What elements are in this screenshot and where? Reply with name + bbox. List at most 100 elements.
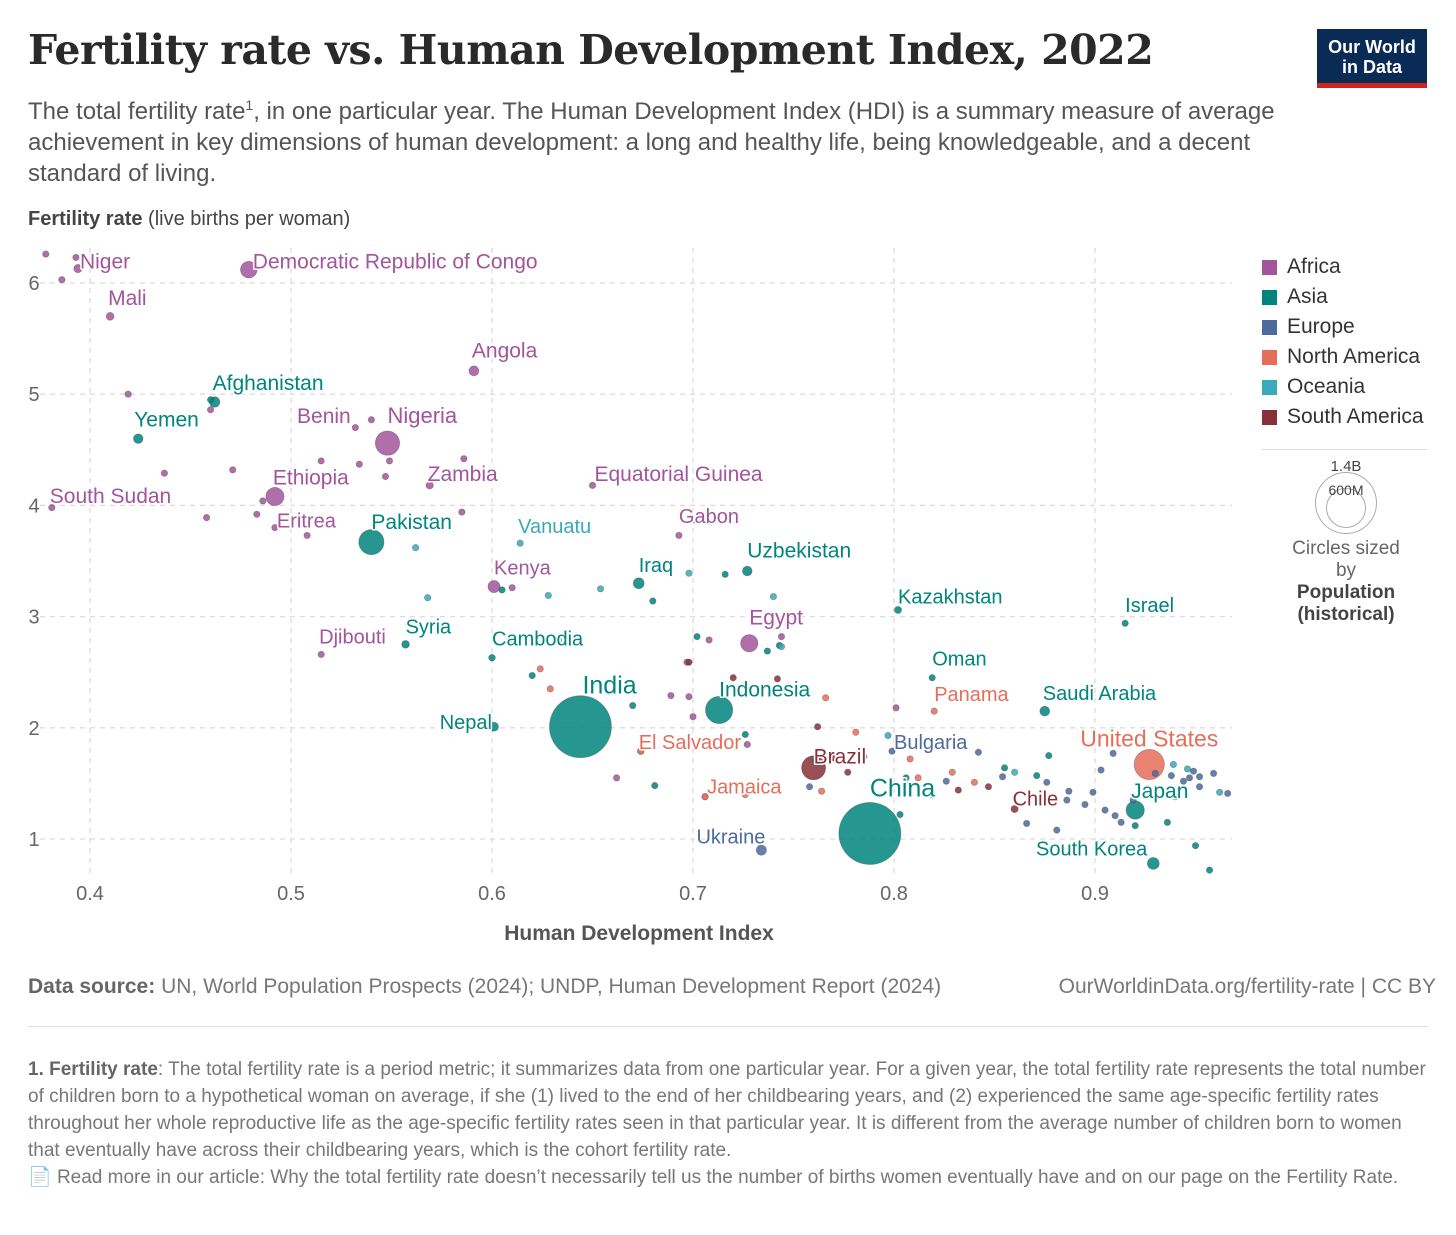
data-point	[852, 728, 860, 736]
legend-item-south-america[interactable]: South America	[1262, 402, 1442, 432]
data-point-nigeria	[374, 430, 401, 456]
data-point	[1023, 819, 1031, 828]
data-points	[42, 250, 1232, 874]
data-point-saudi-arabia	[1039, 705, 1051, 717]
data-point	[1045, 751, 1053, 760]
legend-item-asia[interactable]: Asia	[1262, 282, 1442, 312]
y-axis-label-bold: Fertility rate	[28, 208, 143, 230]
y-tick-label: 6	[28, 273, 39, 295]
size-caption-text: Circles sized by	[1292, 538, 1400, 581]
legend-swatch	[1262, 409, 1277, 425]
data-point	[1053, 826, 1061, 834]
data-point-indonesia	[705, 695, 734, 725]
data-point-gabon	[675, 531, 683, 540]
data-point	[1131, 822, 1139, 830]
source-text[interactable]: UN, World Population Prospects (2024); U…	[161, 975, 942, 998]
legend-item-north-america[interactable]: North America	[1262, 342, 1442, 372]
y-tick-label: 2	[28, 718, 39, 740]
gridlines	[40, 248, 1232, 876]
data-point	[954, 786, 962, 794]
data-point	[458, 508, 466, 516]
x-tick-label: 0.8	[880, 883, 908, 905]
data-point-equatorial-guinea	[588, 481, 597, 489]
data-point-ukraine	[755, 844, 767, 856]
source-url[interactable]: OurWorldinData.org/fertility-rate | CC B…	[1058, 975, 1436, 998]
data-point	[773, 675, 782, 683]
data-point-djibouti	[317, 650, 325, 659]
data-point-kazakhstan	[894, 605, 902, 614]
point-label-egypt: Egypt	[749, 606, 803, 629]
point-label-niger: Niger	[80, 251, 130, 274]
data-point	[1167, 772, 1175, 780]
data-point	[914, 774, 922, 782]
point-label-mali: Mali	[108, 287, 147, 310]
data-point	[506, 635, 514, 643]
y-tick-label: 1	[28, 829, 39, 851]
data-point	[1179, 777, 1188, 785]
data-point-angola	[468, 365, 480, 377]
source-label: Data source:	[28, 975, 156, 998]
legend-item-africa[interactable]: Africa	[1262, 252, 1442, 282]
data-point	[202, 514, 211, 522]
data-point	[822, 694, 830, 702]
footnote-ref[interactable]: 1	[245, 97, 254, 113]
data-point	[689, 713, 697, 721]
point-label-china: China	[870, 775, 935, 803]
data-point	[860, 753, 868, 761]
data-point	[1209, 769, 1218, 777]
point-label-saudi-arabia: Saudi Arabia	[1043, 683, 1157, 705]
data-point-eritrea	[271, 524, 279, 532]
data-point	[317, 457, 325, 465]
data-point	[613, 774, 621, 782]
point-label-chile: Chile	[1013, 789, 1059, 811]
data-point	[629, 701, 637, 710]
data-point	[1151, 769, 1159, 777]
data-point	[1216, 788, 1224, 796]
data-point-uzbekistan	[742, 565, 753, 577]
point-label-united-states: United States	[1080, 726, 1218, 752]
data-point	[1195, 783, 1204, 791]
data-point	[303, 531, 311, 540]
legend-item-europe[interactable]: Europe	[1262, 312, 1442, 342]
legend-item-oceania[interactable]: Oceania	[1262, 372, 1442, 402]
data-point	[942, 777, 950, 785]
data-point-israel	[1121, 619, 1129, 627]
size-circle-small	[1326, 488, 1366, 528]
read-more-link[interactable]: Read more in our article: Why the total …	[56, 1167, 1399, 1188]
point-label-iraq: Iraq	[639, 555, 673, 577]
data-point-pakistan	[358, 529, 385, 556]
point-label-vanuatu: Vanuatu	[518, 516, 591, 538]
legend-swatch	[1262, 319, 1277, 335]
data-point	[685, 658, 693, 666]
legend-swatch	[1262, 379, 1277, 395]
data-point	[1089, 788, 1097, 796]
data-point	[830, 754, 838, 762]
data-point	[412, 544, 420, 552]
owid-logo[interactable]: Our World in Data	[1317, 29, 1427, 88]
data-point	[124, 390, 132, 398]
scatter-plot: 0.4 0.5 0.6 0.7 0.8 0.9 1 2 3 4 5 6 Niger Mali Democr…	[28, 248, 1232, 945]
point-label-ethiopia: Ethiopia	[273, 466, 349, 489]
chart-subtitle: The total fertility rate1, in one partic…	[28, 90, 1278, 189]
data-point	[896, 810, 904, 819]
region-legend: Africa Asia Europe North America Oceania Sout…	[1262, 252, 1442, 432]
data-point	[1185, 774, 1194, 782]
point-label-benin: Benin	[297, 405, 351, 428]
point-label-equatorial-guinea: Equatorial Guinea	[595, 463, 763, 486]
data-point	[259, 497, 267, 505]
point-label-india: India	[582, 671, 636, 699]
data-point-japan	[1125, 800, 1145, 820]
legend-label: Oceania	[1287, 375, 1366, 398]
data-point	[1183, 765, 1192, 773]
data-point	[229, 466, 237, 474]
data-point	[1205, 866, 1214, 874]
data-point	[1195, 773, 1204, 781]
point-label-south-korea: South Korea	[1036, 839, 1148, 861]
data-point	[649, 597, 657, 605]
point-label-nigeria: Nigeria	[387, 403, 457, 428]
y-tick-label: 3	[28, 607, 39, 629]
data-point-bulgaria	[888, 747, 896, 755]
point-label-jamaica: Jamaica	[707, 776, 782, 798]
data-point	[763, 647, 771, 655]
data-point	[253, 510, 261, 518]
